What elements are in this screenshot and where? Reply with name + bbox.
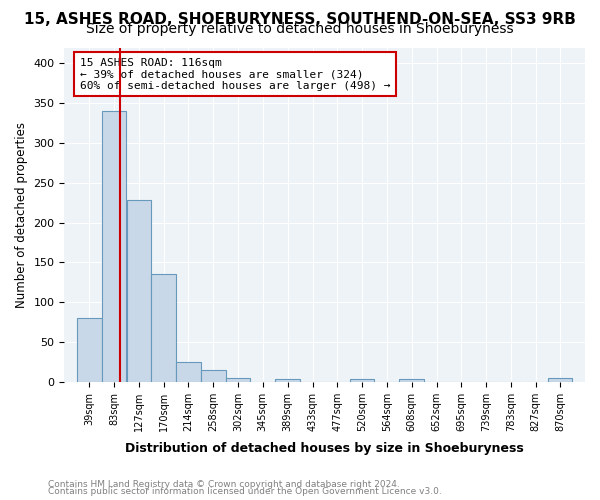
X-axis label: Distribution of detached houses by size in Shoeburyness: Distribution of detached houses by size …	[125, 442, 524, 455]
Text: 15 ASHES ROAD: 116sqm
← 39% of detached houses are smaller (324)
60% of semi-det: 15 ASHES ROAD: 116sqm ← 39% of detached …	[80, 58, 391, 90]
Bar	[201, 370, 226, 382]
Bar	[400, 380, 424, 382]
Bar	[127, 200, 151, 382]
Text: Contains HM Land Registry data © Crown copyright and database right 2024.: Contains HM Land Registry data © Crown c…	[48, 480, 400, 489]
Bar	[151, 274, 176, 382]
Text: 15, ASHES ROAD, SHOEBURYNESS, SOUTHEND-ON-SEA, SS3 9RB: 15, ASHES ROAD, SHOEBURYNESS, SOUTHEND-O…	[24, 12, 576, 28]
Y-axis label: Number of detached properties: Number of detached properties	[15, 122, 28, 308]
Bar	[77, 318, 101, 382]
Bar	[350, 380, 374, 382]
Text: Size of property relative to detached houses in Shoeburyness: Size of property relative to detached ho…	[86, 22, 514, 36]
Bar	[548, 378, 572, 382]
Bar	[176, 362, 200, 382]
Bar	[275, 380, 300, 382]
Bar	[102, 111, 127, 382]
Text: Contains public sector information licensed under the Open Government Licence v3: Contains public sector information licen…	[48, 487, 442, 496]
Bar	[226, 378, 250, 382]
